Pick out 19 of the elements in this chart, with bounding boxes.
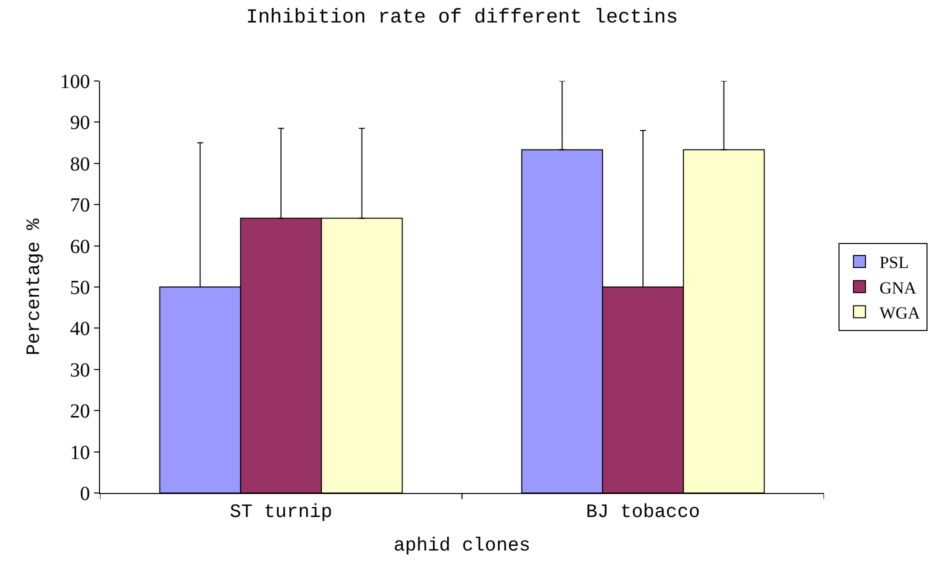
y-tick-label: 30 [70,359,90,382]
y-axis-title: Percentage % [22,218,45,356]
x-axis-title: aphid clones [394,534,530,557]
y-tick-label: 40 [70,318,90,340]
y-tick-label: 20 [70,400,90,423]
y-tick-label: 80 [70,153,90,176]
legend-label: WGA [879,303,921,322]
y-tick-label: 50 [70,277,90,299]
chart-title: Inhibition rate of different lectins [246,6,678,30]
y-tick-label: 10 [70,442,90,464]
y-tick-label: 70 [70,194,90,217]
x-tick-label: BJ tobacco [586,500,700,523]
legend-label: GNA [879,278,918,298]
x-tick-label: ST turnip [230,500,332,523]
y-tick-label: 100 [60,71,90,93]
y-tick-label: 90 [70,112,90,134]
legend-label: PSL [879,253,909,272]
y-tick-label: 60 [70,236,90,258]
y-tick-label: 0 [80,483,90,505]
